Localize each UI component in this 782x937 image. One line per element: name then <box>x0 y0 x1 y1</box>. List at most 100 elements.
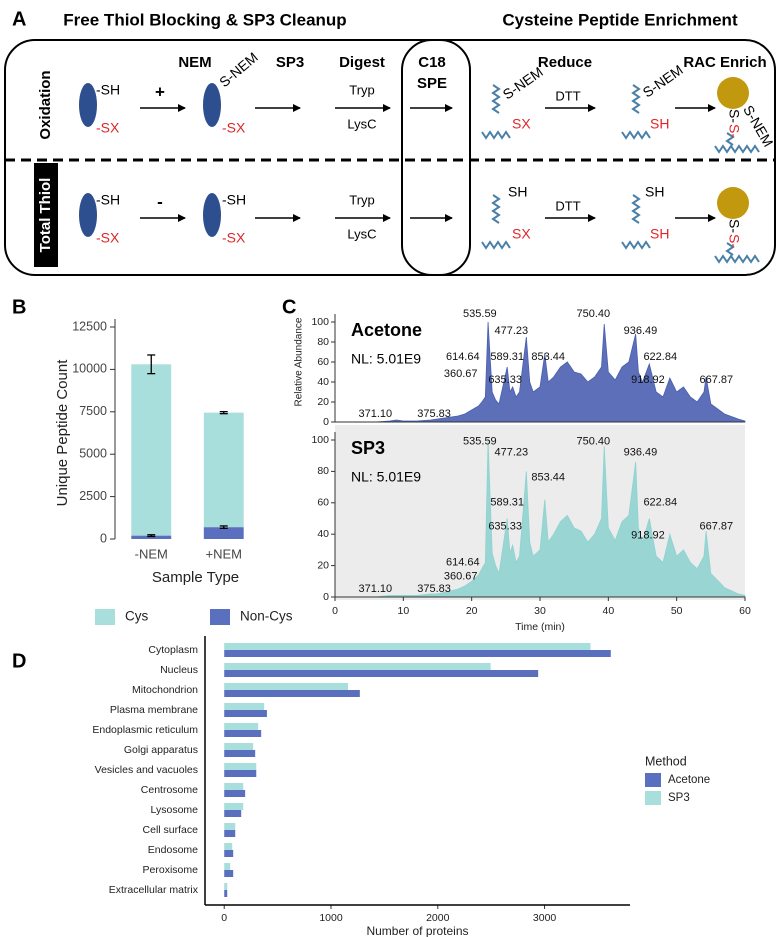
error-bar <box>147 354 156 375</box>
bar <box>224 790 246 797</box>
y-tick-label: 20 <box>317 559 329 571</box>
peak-label: 371.10 <box>358 408 392 420</box>
bead <box>717 187 749 219</box>
group-label: -SX <box>222 230 246 246</box>
group-label: S-NEM <box>500 64 546 103</box>
group-label: S- <box>726 219 742 233</box>
x-tick-label: 3000 <box>533 912 557 924</box>
bar <box>224 643 591 650</box>
bar <box>224 723 259 730</box>
legend-swatch <box>210 609 230 625</box>
peptide <box>491 84 501 114</box>
protein <box>79 193 97 237</box>
legend-label: Cys <box>125 609 148 624</box>
peak-label: 853.44 <box>531 472 565 484</box>
group-label: S- <box>726 109 742 123</box>
peak-label: 853.44 <box>531 351 565 363</box>
bar <box>224 783 244 790</box>
peak-label: 622.84 <box>643 351 677 363</box>
legend-label: SP3 <box>668 792 690 804</box>
protein <box>203 193 221 237</box>
x-tick-label: 1000 <box>319 912 343 924</box>
peak-label: 918.92 <box>631 530 665 542</box>
peak-label: 371.10 <box>358 583 392 595</box>
x-axis-label: Time (min) <box>515 621 565 633</box>
y-tick-label: 2500 <box>79 489 107 503</box>
peptide <box>491 194 501 224</box>
bar <box>224 843 233 850</box>
peak-label: 936.49 <box>624 325 658 337</box>
group-label: SH <box>650 226 669 242</box>
peptide <box>631 84 641 114</box>
group-label: -SH <box>222 192 246 208</box>
row-label: Total Thiol <box>37 178 54 253</box>
step-label: SPE <box>417 75 447 92</box>
protein <box>203 83 221 127</box>
sign: + <box>155 82 165 101</box>
y-tick-label: 80 <box>317 465 329 477</box>
y-tick-label: 40 <box>317 376 329 388</box>
x-axis-label: Sample Type <box>152 569 239 586</box>
bar-segment <box>203 527 244 539</box>
row-label: Oxidation <box>37 70 54 139</box>
group-label: S-NEM <box>640 62 686 101</box>
reagent: DTT <box>555 198 580 213</box>
peak-label: 614.64 <box>446 556 480 568</box>
bar <box>224 890 228 897</box>
x-tick-label: 30 <box>534 605 546 617</box>
y-tick-label: 20 <box>317 396 329 408</box>
bar <box>224 863 231 870</box>
x-tick-label: -NEM <box>135 546 168 561</box>
bar <box>224 670 539 677</box>
x-tick-label: 50 <box>671 605 683 617</box>
chart-title: Acetone <box>351 320 422 340</box>
bar <box>224 830 236 837</box>
peak-label: 360.67 <box>444 368 478 380</box>
legend-swatch <box>95 609 115 625</box>
group-label: SH <box>508 184 527 200</box>
peak-label: 936.49 <box>624 446 658 458</box>
y-tick-label: 60 <box>317 356 329 368</box>
category-label: Endosome <box>148 844 198 856</box>
bar <box>224 663 491 670</box>
bar <box>224 710 267 717</box>
y-tick-label: 12500 <box>72 319 107 333</box>
peptide <box>725 242 735 256</box>
step-label: Digest <box>339 54 385 71</box>
peak-label: 622.84 <box>643 497 677 509</box>
x-tick-label: 0 <box>332 605 338 617</box>
enzyme: LysC <box>347 226 376 241</box>
enzyme: Tryp <box>349 192 375 207</box>
section-box <box>4 39 471 276</box>
bar <box>224 730 262 737</box>
peak-label: 360.67 <box>444 570 478 582</box>
category-label: Cell surface <box>143 824 199 836</box>
category-label: Cytoplasm <box>148 644 198 656</box>
y-tick-label: 10000 <box>72 362 107 376</box>
group-label: S-NEM <box>740 102 776 149</box>
x-tick-label: 40 <box>602 605 614 617</box>
y-axis-label: Unique Peptide Count <box>54 359 71 507</box>
peak-label: 667.87 <box>699 520 733 532</box>
bar <box>224 683 349 690</box>
group-label: SH <box>645 184 664 200</box>
group-label: -SX <box>96 230 120 246</box>
peak-label: 750.40 <box>576 308 610 320</box>
category-label: Golgi apparatus <box>124 744 198 756</box>
legend-title: Method <box>645 754 687 768</box>
category-label: Extracellular matrix <box>109 884 199 896</box>
group-label: S- <box>726 124 742 138</box>
group-label: S-NEM <box>216 49 261 90</box>
peak-label: 614.64 <box>446 351 480 363</box>
peak-label: 635.33 <box>488 520 522 532</box>
x-tick-label: 20 <box>466 605 478 617</box>
category-label: Centrosome <box>141 784 198 796</box>
error-bar <box>219 525 228 529</box>
bar <box>224 763 257 770</box>
group-label: -SH <box>96 192 120 208</box>
chart-title: SP3 <box>351 438 385 458</box>
group-label: -SX <box>96 120 120 136</box>
bar <box>224 850 234 857</box>
step-label: SP3 <box>276 54 304 71</box>
